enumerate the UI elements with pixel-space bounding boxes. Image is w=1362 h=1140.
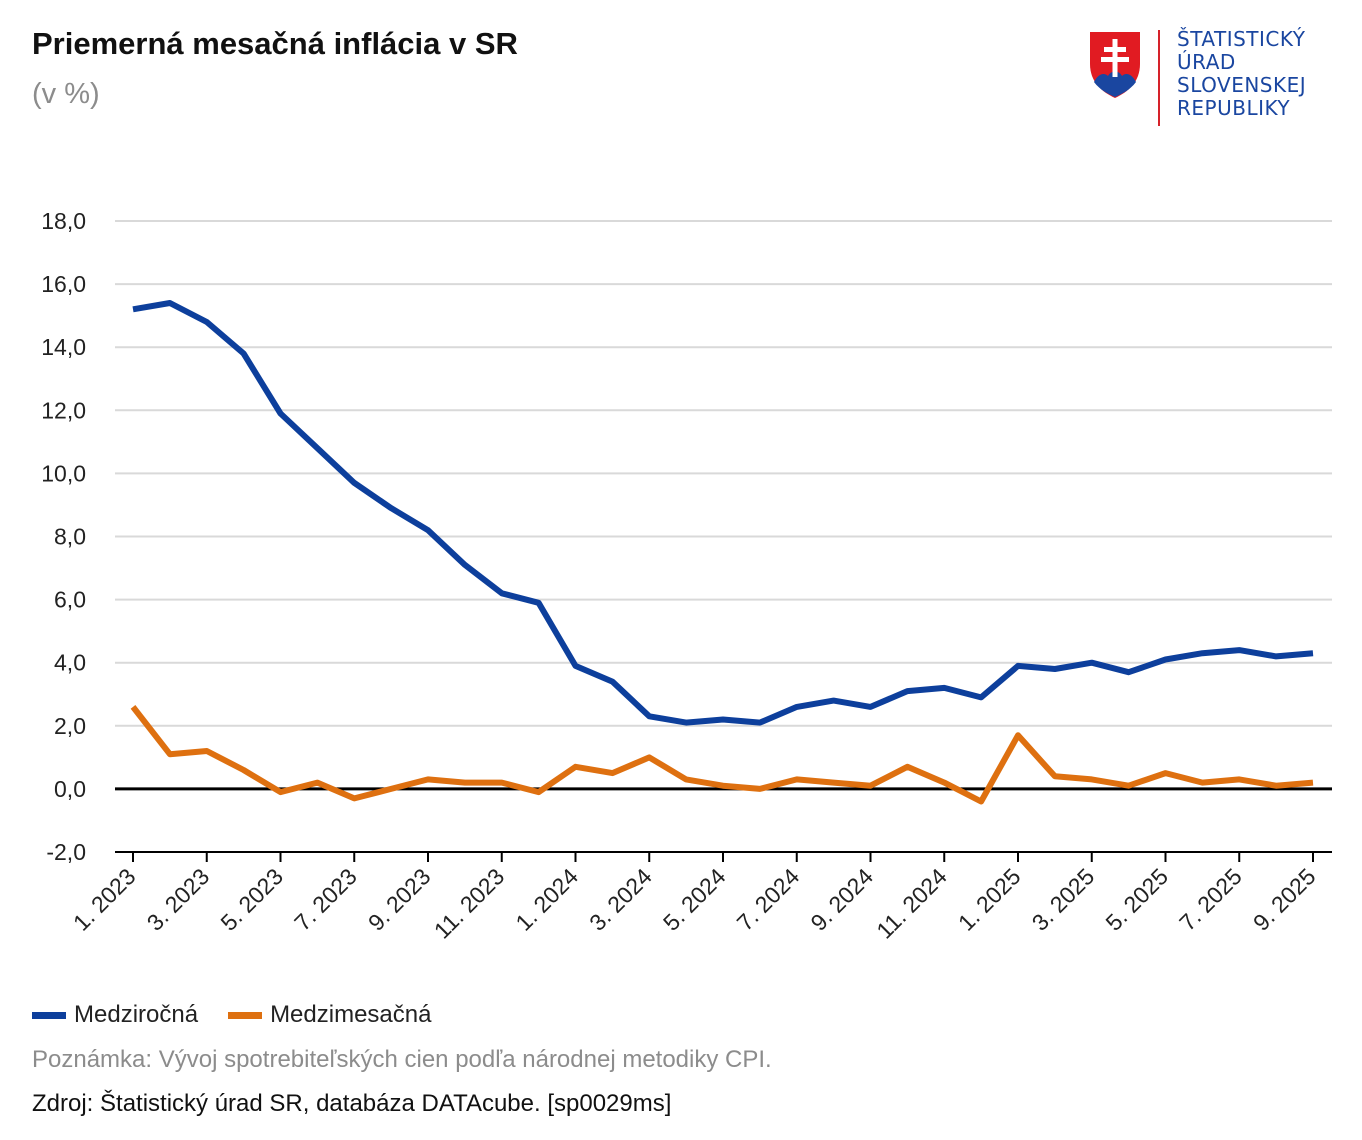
legend: Medziročná Medzimesačná (32, 1000, 461, 1030)
y-tick-label: -2,0 (46, 839, 86, 865)
legend-item-medzimesacna[interactable]: Medzimesačná (228, 1001, 431, 1029)
legend-swatch-medzimesacna (228, 1011, 263, 1019)
y-tick-label: 10,0 (41, 460, 86, 486)
x-tick-label: 7. 2024 (732, 863, 805, 936)
slovak-coat-of-arms-icon (1090, 32, 1140, 98)
x-tick-label: 1. 2023 (68, 863, 141, 936)
legend-label-medzirocna: Medziročná (74, 1001, 199, 1028)
x-tick-label: 7. 2023 (289, 863, 362, 936)
x-tick-label: 3. 2024 (584, 863, 657, 936)
x-tick-label: 9. 2023 (363, 863, 436, 936)
x-tick-label: 3. 2025 (1027, 863, 1100, 936)
series-line-medzimesacna (130, 705, 1314, 805)
logo-line-3: SLOVENSKEJ (1177, 73, 1307, 97)
legend-swatch-medzirocna (32, 1011, 66, 1019)
logo-line-2: ÚRAD (1177, 50, 1236, 74)
logo-divider (1158, 30, 1160, 126)
chart-title: Priemerná mesačná inflácia v SR (32, 26, 518, 61)
x-tick-label: 1. 2025 (953, 863, 1026, 936)
x-tick-label: 5. 2024 (658, 863, 731, 936)
x-tick-label: 1. 2024 (510, 863, 583, 936)
y-tick-label: 2,0 (54, 713, 86, 739)
legend-label-medzimesacna: Medzimesačná (270, 1001, 432, 1028)
x-tick-label: 9. 2025 (1248, 863, 1321, 936)
logo-line-1: ŠTATISTICKÝ (1177, 27, 1306, 51)
line-chart: -2,0 0,0 2,0 4,0 6,0 8,0 10,0 12,0 14,0 16,0 18,0 1… (41, 208, 1332, 944)
x-tick-label: 5. 2025 (1100, 863, 1173, 936)
y-tick-label: 6,0 (54, 587, 86, 613)
y-tick-label: 8,0 (54, 524, 86, 550)
x-tick-label: 9. 2024 (805, 863, 878, 936)
legend-item-medzirocna[interactable]: Medziročná (32, 1001, 198, 1029)
x-tick-label: 5. 2023 (215, 863, 288, 936)
chart-note: Poznámka: Vývoj spotrebiteľských cien po… (32, 1046, 772, 1073)
y-tick-label: 18,0 (41, 208, 86, 234)
x-tick-label: 11. 2024 (871, 863, 952, 944)
x-tick-label: 3. 2023 (142, 863, 215, 936)
chart-source: Zdroj: Štatistický úrad SR, databáza DAT… (32, 1090, 672, 1117)
chart-subtitle: (v %) (32, 78, 100, 110)
y-tick-label: 12,0 (41, 397, 86, 423)
logo: ŠTATISTICKÝ ÚRAD SLOVENSKEJ REPUBLIKY (1088, 28, 1338, 128)
y-tick-label: 4,0 (54, 650, 86, 676)
logo-text: ŠTATISTICKÝ ÚRAD SLOVENSKEJ REPUBLIKY (1177, 28, 1306, 120)
y-tick-label: 16,0 (41, 271, 86, 297)
y-tick-label: 14,0 (41, 334, 86, 360)
x-tick-label: 11. 2023 (429, 863, 509, 943)
y-tick-label: 0,0 (54, 776, 86, 802)
series-line-medzirocna (132, 300, 1314, 726)
x-tick-label: 7. 2025 (1174, 863, 1247, 936)
logo-line-4: REPUBLIKY (1177, 96, 1291, 120)
